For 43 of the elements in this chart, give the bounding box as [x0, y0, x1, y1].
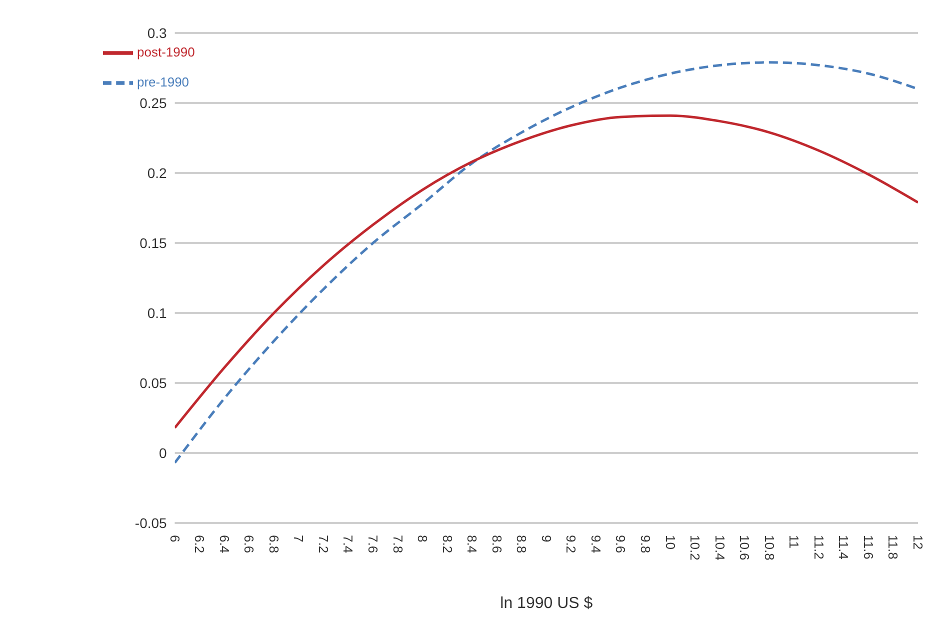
x-tick-label: 12 [910, 535, 926, 550]
x-tick-label: 7 [291, 535, 306, 542]
x-tick-label: 11.8 [886, 535, 901, 560]
x-tick-label: 10.2 [688, 535, 703, 560]
x-tick-label: 8.2 [440, 535, 455, 554]
x-tick-label: 9 [538, 535, 554, 542]
y-tick-label: 0.25 [140, 94, 168, 111]
y-tick-label: 0.1 [147, 304, 168, 321]
y-tick-label: -0.05 [134, 514, 168, 531]
x-tick-label: 10.8 [762, 535, 777, 560]
x-tick-label: 11.4 [836, 535, 852, 560]
x-tick-label: 11.2 [811, 535, 826, 560]
x-tick-label: 8 [415, 535, 430, 542]
y-tick-label: 0.3 [147, 24, 168, 41]
x-tick-label: 10.6 [737, 535, 752, 560]
x-axis-title: ln 1990 US $ [500, 595, 593, 612]
x-tick-label: 7.8 [390, 535, 406, 554]
y-tick-label: 0.15 [140, 234, 168, 251]
x-tick-label: 6.6 [242, 535, 257, 554]
x-tick-label: 6.8 [266, 535, 282, 554]
x-tick-label: 11.6 [860, 535, 876, 560]
legend-label: pre-1990 [137, 74, 190, 90]
x-tick-label: 8.4 [464, 535, 480, 554]
x-tick-label: 7.6 [366, 535, 381, 554]
x-tick-label: 9.4 [588, 535, 604, 554]
x-tick-label: 9.2 [564, 535, 579, 554]
x-tick-label: 6.4 [216, 535, 232, 554]
x-tick-label: 6 [167, 535, 182, 542]
y-tick-label: 0.2 [147, 164, 168, 181]
x-tick-label: 8.6 [489, 535, 504, 554]
x-tick-label: 9.8 [638, 535, 654, 554]
x-tick-label: 9.6 [613, 535, 628, 554]
x-tick-label: 7.2 [316, 535, 331, 554]
x-tick-label: 7.4 [340, 535, 356, 554]
line-series [174, 114, 918, 430]
x-tick-label: 6.2 [192, 535, 208, 554]
x-tick-label: 10.4 [712, 535, 728, 560]
x-tick-label: 11 [786, 535, 802, 548]
y-tick-label: 0 [159, 444, 168, 461]
legend-label: post-1990 [137, 44, 195, 60]
y-tick-label: 0.05 [140, 374, 168, 391]
x-tick-label: 10 [662, 535, 678, 550]
x-tick-label: 8.8 [514, 535, 530, 554]
